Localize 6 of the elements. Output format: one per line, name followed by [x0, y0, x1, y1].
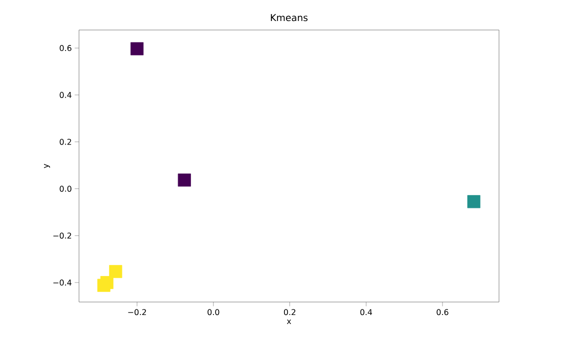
point — [178, 174, 191, 187]
chart-title: Kmeans — [270, 14, 308, 22]
point — [109, 265, 122, 278]
point — [467, 195, 480, 208]
point — [97, 278, 110, 292]
point — [130, 42, 144, 56]
